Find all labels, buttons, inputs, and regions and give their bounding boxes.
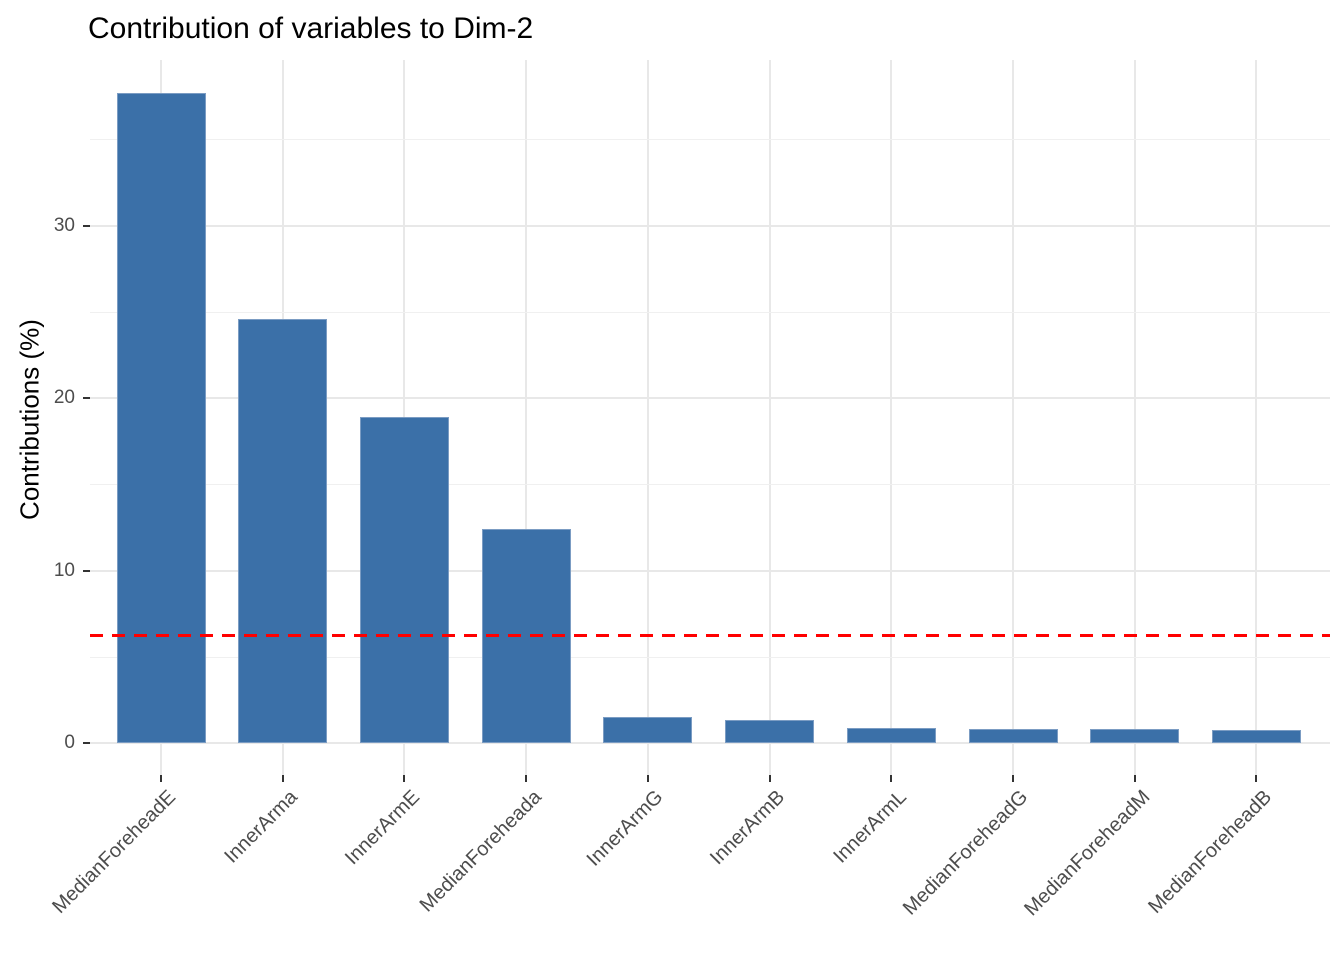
y-tick-mark [83,397,90,399]
bar [116,92,206,743]
x-tick-mark [890,775,893,782]
x-tick-label: MedianForeheadM [1020,786,1155,921]
x-tick-label: InnerArmB [706,786,790,870]
y-tick-label: 30 [53,214,75,236]
bar [359,416,449,743]
bar [238,318,328,743]
x-tick-mark [525,775,528,782]
y-gridline-minor [90,311,1330,313]
x-tick-label: InnerArmL [829,786,911,868]
y-tick-label: 20 [53,387,75,408]
x-tick-mark [281,775,284,782]
x-gridline [525,60,528,775]
y-tick-label: 10 [53,559,75,581]
x-tick-label: MedianForeheadB [1144,786,1277,918]
y-gridline-major [90,569,1330,572]
reference-line [90,634,1330,638]
x-tick-label: MedianForeheadE [48,786,181,918]
y-gridline-minor [90,139,1330,141]
x-tick-mark [768,775,771,782]
y-gridline-minor [90,656,1330,658]
x-tick-mark [403,775,406,782]
x-tick-label: MedianForeheada [415,786,546,917]
bar [1211,729,1301,743]
x-tick-mark [646,775,649,782]
y-tick-mark [83,569,90,572]
y-tick-mark [83,224,90,227]
x-tick-mark [1012,775,1015,782]
bar [725,719,815,743]
bar [846,727,936,743]
x-tick-label: InnerArmE [340,786,425,870]
y-tick-label: 0 [64,732,75,753]
y-gridline-major [90,224,1330,227]
x-gridline [1255,60,1258,775]
chart-title: Contribution of variables to Dim-2 [88,12,534,45]
x-tick-mark [160,775,162,782]
y-gridline-minor [90,484,1330,486]
x-tick-label: InnerArmG [582,786,668,871]
y-tick-mark [83,742,90,744]
x-gridline [890,60,893,775]
x-tick-mark [1133,775,1136,782]
x-gridline [1133,60,1136,775]
y-gridline-major [90,742,1330,744]
x-tick-mark [1255,775,1258,782]
x-gridline [1012,60,1015,775]
bar [968,728,1058,743]
bar [603,717,693,743]
bar [1090,729,1180,743]
x-tick-label: InnerArma [220,786,303,868]
x-tick-label: MedianForeheadG [899,786,1033,920]
x-gridline [646,60,649,775]
y-gridline-major [90,397,1330,399]
x-gridline [768,60,771,775]
